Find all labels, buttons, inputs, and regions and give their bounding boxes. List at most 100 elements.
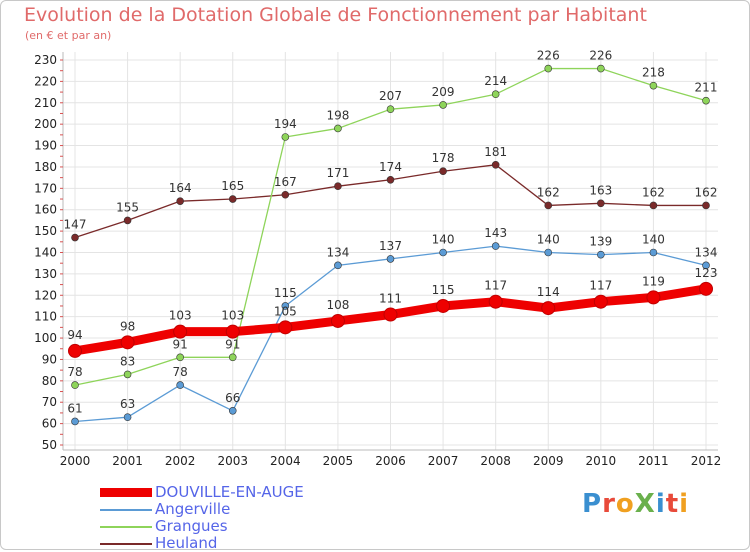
legend-swatch xyxy=(100,543,152,545)
data-label-heuland: 174 xyxy=(379,160,402,174)
data-label-angerville: 140 xyxy=(642,233,665,247)
data-point-angerville xyxy=(386,255,395,263)
data-label-angerville: 140 xyxy=(432,233,455,247)
x-tick-label: 2010 xyxy=(586,454,617,468)
data-point-heuland xyxy=(123,216,132,225)
data-point-grangues xyxy=(386,105,395,113)
data-point-heuland xyxy=(228,195,237,203)
data-label-douville-en-auge: 94 xyxy=(67,328,82,342)
data-point-heuland xyxy=(597,199,605,208)
data-point-angerville xyxy=(597,250,605,259)
logo-letter: i xyxy=(655,489,666,519)
data-point-grangues xyxy=(281,133,290,141)
data-labels: 147 155 164 165 167 171 174 178 181 162 163 162 162 7… xyxy=(64,49,718,416)
data-point-grangues xyxy=(597,64,605,73)
data-point-douville-en-auge xyxy=(120,335,135,350)
logo-letter: X xyxy=(634,489,656,519)
y-tick-label: 80 xyxy=(42,374,57,388)
data-label-angerville: 78 xyxy=(173,365,188,379)
data-label-heuland: 147 xyxy=(64,218,87,232)
axes: 50 60 70 80 90 100 110 120 130 140 150 160 170 180 190… xyxy=(34,52,721,468)
data-label-angerville: 61 xyxy=(67,401,82,415)
x-tick-label: 2012 xyxy=(691,454,722,468)
data-point-grangues xyxy=(702,96,710,105)
data-point-angerville xyxy=(702,261,710,270)
x-tick-label: 2001 xyxy=(112,454,143,468)
x-tick-label: 2007 xyxy=(428,454,459,468)
data-point-angerville xyxy=(491,242,500,250)
data-label-douville-en-auge: 114 xyxy=(537,285,560,299)
y-tick-label: 120 xyxy=(34,288,57,302)
data-label-douville-en-auge: 123 xyxy=(695,266,718,280)
data-label-angerville: 134 xyxy=(695,245,718,259)
data-point-angerville xyxy=(281,302,290,310)
y-tick-label: 50 xyxy=(42,438,57,452)
chart-subtitle: (en € et par an) xyxy=(25,29,112,42)
data-label-douville-en-auge: 117 xyxy=(484,279,507,293)
data-label-grangues: 207 xyxy=(379,89,402,103)
data-point-angerville xyxy=(544,248,553,257)
data-label-douville-en-auge: 117 xyxy=(589,279,612,293)
y-tick-label: 70 xyxy=(42,395,57,409)
y-tick-label: 190 xyxy=(34,139,57,153)
data-label-grangues: 218 xyxy=(642,66,665,80)
data-label-angerville: 66 xyxy=(225,391,240,405)
data-point-douville-en-auge xyxy=(699,281,713,296)
x-tick-label: 2002 xyxy=(165,454,196,468)
data-label-grangues: 226 xyxy=(537,49,560,63)
data-label-angerville: 143 xyxy=(484,226,507,240)
x-tick-label: 2009 xyxy=(533,454,564,468)
y-tick-label: 90 xyxy=(42,352,57,366)
data-label-angerville: 140 xyxy=(537,233,560,247)
data-point-angerville xyxy=(649,248,658,257)
legend-swatch xyxy=(100,488,152,497)
data-label-angerville: 115 xyxy=(274,286,297,300)
data-label-heuland: 165 xyxy=(221,179,244,193)
data-label-grangues: 91 xyxy=(173,337,188,351)
data-point-heuland xyxy=(334,182,342,190)
data-label-heuland: 171 xyxy=(326,166,349,180)
data-point-heuland xyxy=(544,201,553,210)
y-tick-label: 180 xyxy=(34,160,57,174)
data-point-douville-en-auge xyxy=(541,301,556,316)
data-point-grangues xyxy=(71,381,79,389)
data-point-douville-en-auge xyxy=(436,298,451,313)
data-label-douville-en-auge: 111 xyxy=(379,292,402,306)
data-point-angerville xyxy=(439,248,447,257)
y-tick-label: 230 xyxy=(34,53,57,67)
data-label-heuland: 155 xyxy=(116,200,139,214)
data-label-heuland: 181 xyxy=(484,145,507,159)
data-label-angerville: 139 xyxy=(589,235,612,249)
legend-swatch xyxy=(100,526,152,528)
data-label-grangues: 91 xyxy=(225,337,240,351)
x-tick-label: 2003 xyxy=(217,454,248,468)
data-point-heuland xyxy=(702,201,710,210)
logo-letter: i xyxy=(679,489,690,519)
data-label-douville-en-auge: 108 xyxy=(326,298,349,312)
chart-title: Evolution de la Dotation Globale de Fonc… xyxy=(24,4,647,26)
data-point-douville-en-auge xyxy=(225,324,240,339)
data-label-heuland: 162 xyxy=(642,185,665,199)
data-point-angerville xyxy=(123,413,132,421)
logo-letter: t xyxy=(665,489,680,519)
logo-letter: P xyxy=(582,489,603,519)
data-label-angerville: 63 xyxy=(120,397,135,411)
data-point-grangues xyxy=(491,90,500,99)
data-point-grangues xyxy=(123,370,132,379)
data-label-douville-en-auge: 98 xyxy=(120,319,135,333)
data-point-angerville xyxy=(176,381,184,389)
y-tick-label: 100 xyxy=(34,331,57,345)
legend-swatch xyxy=(100,509,152,511)
y-tick-label: 140 xyxy=(34,246,57,260)
data-point-grangues xyxy=(228,353,237,362)
data-point-grangues xyxy=(649,81,658,90)
data-point-grangues xyxy=(439,101,447,109)
data-label-grangues: 214 xyxy=(484,74,507,88)
data-label-douville-en-auge: 103 xyxy=(169,309,192,323)
logo-letter: o xyxy=(615,489,635,519)
data-label-douville-en-auge: 105 xyxy=(274,304,297,318)
y-tick-label: 160 xyxy=(34,203,57,217)
data-point-grangues xyxy=(544,64,553,73)
data-label-heuland: 164 xyxy=(169,181,192,195)
data-point-angerville xyxy=(71,417,79,426)
